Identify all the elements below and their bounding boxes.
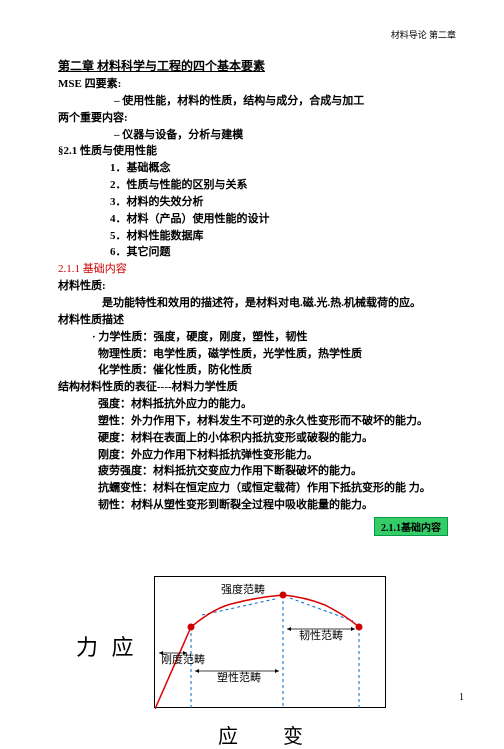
green-highlight-box: 2.1.1基础内容 (374, 517, 448, 536)
desc-mech: · 力学性质：强度，硬度，刚度，塑性，韧性 (58, 330, 456, 345)
page-number: 1 (459, 692, 464, 703)
chapter-title: 第二章 材料科学与工程的四个基本要素 (58, 57, 456, 74)
desc-text: 力学性质：强度，硬度，刚度，塑性，韧性 (98, 331, 307, 343)
chart-xlabel: 应 变 (218, 720, 323, 749)
struct-item-kangru: 抗蠕变性：材料在恒定应力（或恒定载荷）作用下抵抗变形的能 力。 (58, 481, 456, 496)
list-item: 6．其它问题 (58, 245, 456, 260)
two-label: 两个重要内容: (58, 111, 456, 126)
struct-item: 强度：材料抵抗外应力的能力。 (58, 397, 456, 412)
desc-chem: 化学性质：催化性质，防化性质 (58, 363, 456, 378)
struct-item: 硬度：材料在表面上的小体积内抵抗变形或破裂的能力。 (58, 431, 456, 446)
desc-phys: 物理性质：电学性质，磁学性质，光学性质，热学性质 (58, 347, 456, 362)
struct-item: 疲劳强度：材料抵抗交变应力作用下断裂破坏的能力。 (58, 464, 456, 479)
list-item: 3．材料的失效分析 (58, 195, 456, 210)
mse-label: MSE 四要素: (58, 77, 456, 92)
label-qiangdu: 强度范畴 (221, 582, 265, 596)
struct-item: 塑性：外力作用下，材料发生不可逆的永久性变形而不破坏的能力。 (58, 414, 456, 429)
list-item: 2．性质与性能的区别与关系 (58, 178, 456, 193)
desc-label: 材料性质描述 (58, 313, 456, 328)
section-2-1-1: 2.1.1 基础内容 (58, 262, 456, 277)
struct-item: 刚度：外应力作用下材料抵抗弹性变形能力。 (58, 448, 456, 463)
label-suxing: 塑性范畴 (217, 670, 261, 684)
chart-box: 强度范畴 刚度范畴 韧性范畴 塑性范畴 (154, 576, 386, 708)
list-item: 5．材料性能数据库 (58, 229, 456, 244)
page-header: 材料导论 第二章 (58, 28, 456, 41)
struct-item-renxing: 韧性：材料从塑性变形到断裂全过程中吸收能量的能力。 (58, 498, 456, 513)
section-2-1: §2.1 性质与使用性能 (58, 144, 456, 159)
label-renxing: 韧性范畴 (299, 628, 343, 642)
mse-sub: – 使用性能，材料的性质，结构与成分，合成与加工 (58, 94, 456, 109)
stress-strain-chart: 力 应 强度范畴 刚度范畴 韧性范畴 塑性范畴 (78, 570, 418, 740)
chart-ylabel: 力 应 (76, 630, 138, 662)
list-item: 4．材料（产品）使用性能的设计 (58, 212, 456, 227)
material-property-label: 材料性质: (58, 279, 456, 294)
list-item: 1．基础概念 (58, 161, 456, 176)
chart-svg: 强度范畴 刚度范畴 韧性范畴 塑性范畴 (155, 577, 387, 709)
material-property-desc: 是功能特性和效用的描述符，是材料对电.磁.光.热.机械载荷的应。 (58, 296, 456, 311)
two-sub: – 仪器与设备，分析与建模 (58, 128, 456, 143)
struct-label: 结构材料性质的表征----材料力学性质 (58, 380, 456, 395)
